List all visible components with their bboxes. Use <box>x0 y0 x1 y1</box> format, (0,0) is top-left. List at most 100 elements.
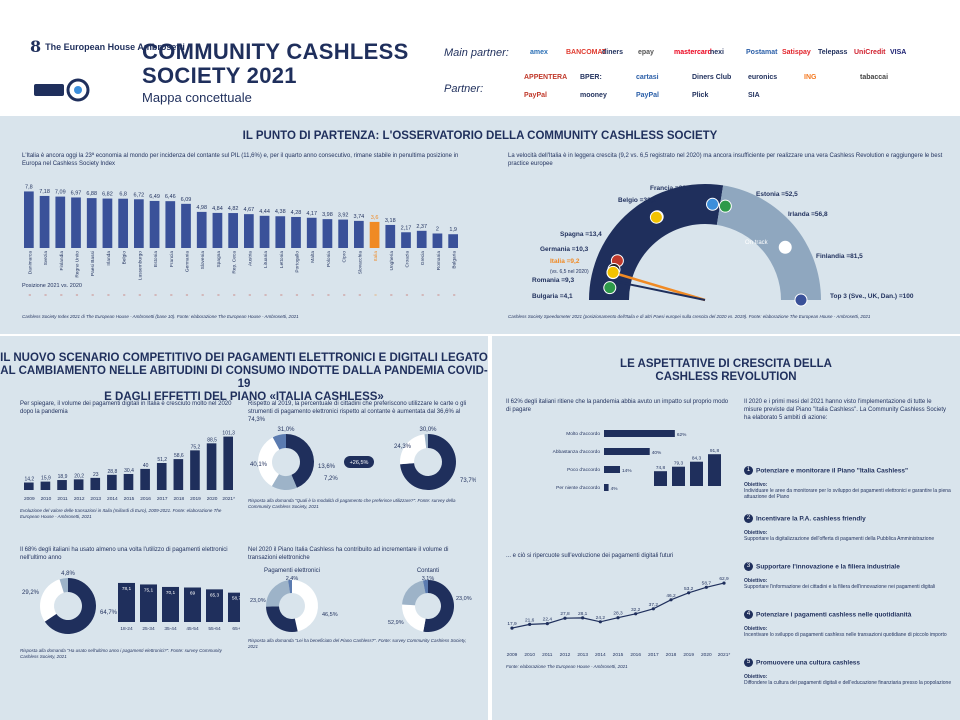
section-growth-expectations <box>492 336 960 720</box>
value-label: 69 <box>190 591 196 597</box>
gauge-needle-prev <box>610 279 706 301</box>
bar <box>57 480 67 490</box>
page-title: COMMUNITY CASHLESS SOCIETY 2021 <box>142 39 409 88</box>
partner-logo: BPER: <box>580 74 602 81</box>
bar <box>604 448 650 455</box>
pandemic-impact-chart: Molto d'accordo 62% Abbastanza d'accordo 40… <box>553 430 721 492</box>
bar <box>369 221 380 248</box>
category-label: Abbastanza d'accordo <box>553 449 601 455</box>
value-label: 51,2 <box>157 457 167 463</box>
category-label: Germania <box>185 251 191 272</box>
value-label: 53,2 <box>684 586 694 592</box>
goal-description: Diffondere la cultura dei pagamenti digi… <box>744 680 952 686</box>
category-label: Spagna <box>216 251 222 268</box>
section2-source2: Risposta alla domanda "Quali è la modali… <box>248 498 456 509</box>
donut-slice <box>258 437 280 487</box>
bar <box>228 592 240 622</box>
section1-left-source: Cashless Society Index 2021 di The Europ… <box>22 314 299 319</box>
bar <box>162 586 179 622</box>
value-label: 3,6 <box>371 215 379 221</box>
flag-icon <box>718 199 732 213</box>
partner-logo: SIA <box>748 92 760 99</box>
value-label: 18,9 <box>58 474 68 480</box>
gauge-country-label: Belgio =33,1 <box>618 197 656 204</box>
category-label: 25-34 <box>142 626 155 632</box>
rank-marker: = <box>107 292 110 297</box>
category-label: 2016 <box>140 496 151 502</box>
teh-logo: 8 The European House Ambrosetti <box>30 37 185 56</box>
category-label: Portogallo <box>295 251 301 273</box>
category-label: Cipro <box>342 251 348 263</box>
value-label: 17,9 <box>507 621 517 627</box>
category-label: 2012 <box>560 652 571 658</box>
goal-title: Promuovere una cultura cashless <box>756 659 861 667</box>
section2-title: IL NUOVO SCENARIO COMPETITIVO DEI PAGAME… <box>0 352 488 403</box>
rank-marker: = <box>154 292 157 297</box>
category-label: Grecia <box>420 251 426 265</box>
category-label: 35-44 <box>164 626 177 632</box>
rank-marker: = <box>406 292 409 297</box>
category-label: 2021* <box>718 652 731 658</box>
goal-number-icon: 1 <box>744 466 753 476</box>
goal-item: 3 Supportare l'innovazione e la filiera i… <box>744 558 954 590</box>
value-label: 58,7 <box>232 596 240 602</box>
bar <box>39 195 50 248</box>
value-label: 32,2 <box>631 607 641 613</box>
bar <box>604 430 675 437</box>
rank-marker: = <box>170 292 173 297</box>
on-track-label: On track <box>745 240 769 246</box>
goal-item: 2 Incentivare la P.A. cashless friendly Ob… <box>744 510 954 542</box>
rank-marker: = <box>123 292 126 297</box>
section2-text3: Il 68% degli italiani ha usato almeno un… <box>20 547 228 561</box>
bar <box>55 196 66 248</box>
main-partner-logo: UniCredit <box>854 49 886 56</box>
rank-marker: = <box>186 292 189 297</box>
value-label: 3,18 <box>385 218 396 224</box>
bar <box>140 584 157 622</box>
gauge-arc-left <box>589 184 724 300</box>
partner-logo: euronics <box>748 74 778 81</box>
gauge-country-label: Top 3 (Sve., UK, Dan.) =100 <box>830 293 914 300</box>
bar <box>401 232 411 248</box>
value-label: 1,9 <box>449 227 457 233</box>
bar <box>448 234 458 248</box>
value-label: 4% <box>611 486 619 492</box>
rank-marker: = <box>311 292 314 297</box>
bar <box>604 484 609 491</box>
category-label: Austria <box>247 251 253 266</box>
bar <box>206 589 223 622</box>
goal-objective-label: Obiettivo: <box>744 578 768 584</box>
flag-icon <box>603 281 617 295</box>
value-label: 40% <box>652 450 662 456</box>
goal-number-icon: 3 <box>744 562 753 572</box>
category-label: Italia <box>373 251 379 261</box>
rank-marker: = <box>280 292 283 297</box>
goal-title: Supportare l'innovazione e la filiera in… <box>756 563 900 571</box>
section1-right-text: La velocità dell'Italia è in leggera cre… <box>508 153 943 167</box>
bar <box>107 474 117 490</box>
bar <box>206 443 217 490</box>
gauge-country-label: Finlandia =81,5 <box>816 253 863 260</box>
rank-marker: = <box>437 292 440 297</box>
category-label: Lussemburgo <box>137 251 143 280</box>
category-label: 2011 <box>542 652 553 658</box>
bar <box>604 466 620 473</box>
donut-slice <box>266 580 291 607</box>
category-label: 2013 <box>90 496 101 502</box>
flag-icon <box>649 210 663 224</box>
value-label: 14% <box>622 468 632 474</box>
donut-slice <box>402 580 426 606</box>
category-label: Polonia <box>326 251 332 267</box>
value-label: 7,8 <box>25 184 33 190</box>
line-point <box>545 622 549 626</box>
rank-marker: = <box>264 292 267 297</box>
rank-marker: = <box>201 292 204 297</box>
value-label: 28,1 <box>578 611 588 617</box>
category-label: 2018 <box>174 496 185 502</box>
category-label: 2013 <box>577 652 588 658</box>
category-label: 2012 <box>74 496 85 502</box>
donut-label: 3,1% <box>422 576 435 582</box>
main-partner-logo: Postamat <box>746 49 778 56</box>
bar <box>690 461 703 486</box>
value-label: 6,72 <box>133 192 144 198</box>
